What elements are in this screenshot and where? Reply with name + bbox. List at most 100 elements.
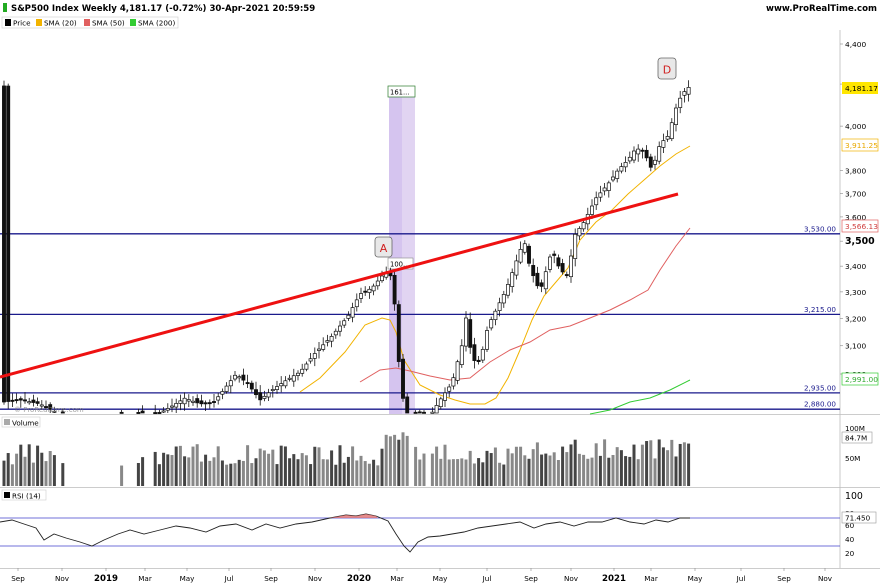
volume-bar [556,460,560,486]
candle [254,381,258,399]
volume-bar [225,464,229,486]
candle [233,370,237,382]
candle [501,290,506,308]
volume-bar [367,463,371,486]
candle [648,153,653,172]
volume-bar [342,462,346,486]
volume-bar [241,460,245,486]
volume-bar [15,453,19,486]
volume-bar [120,465,124,486]
volume-bar [451,459,455,486]
volume-bar [61,463,65,486]
candle [552,250,557,264]
volume-bar [552,452,556,486]
candle [283,376,288,389]
volume-bar [23,456,27,486]
candle [266,388,271,402]
volume-bar [237,459,241,486]
volume-bar [170,455,174,486]
candle [564,271,569,279]
volume-bar [330,450,334,486]
volume-bar [254,458,258,486]
candle [48,402,53,413]
volume-bar [594,443,598,486]
legend-sma200-label: SMA (200) [138,19,175,28]
watermark: © ProRealTime.com [14,406,84,414]
candle [531,258,536,283]
volume-bar [229,463,233,486]
volume-bar [460,458,464,486]
volume-bar [603,439,607,486]
candle [417,409,422,414]
candle [611,170,615,183]
volume-bar [355,460,359,486]
candle [245,374,250,388]
fib-top-label: 161... [390,89,409,97]
time-tick-label: Sep [11,574,25,583]
last-price-badge: 4,181.17 [842,82,878,94]
volume-bar [2,460,6,486]
candle [539,279,544,293]
candle [224,382,229,394]
svg-text:3,566.13: 3,566.13 [845,222,878,231]
candle [430,407,435,414]
chart-title: S&P500 Index Weekly 4,181.17 (-0.72%) 30… [11,4,315,14]
price-tick-label: 3,200 [845,314,866,323]
legend: Price SMA (20) SMA (50) SMA (200) [1,16,179,29]
candle [174,398,179,413]
volume-bar [136,462,140,486]
volume-bar [678,443,682,486]
volume-bar [262,450,266,486]
volume-bar [666,450,670,486]
time-tick-label: Mar [390,574,404,583]
volume-bar [372,459,376,486]
candle [405,393,410,414]
volume-bar [300,453,304,486]
volume-bar [535,442,539,486]
volume-bar [309,464,313,486]
volume-bar [267,453,271,486]
volume-bar [477,458,481,486]
candle [237,374,242,383]
legend-sma20-label: SMA (20) [44,19,77,28]
volume-bar [199,461,203,486]
candle [207,399,212,409]
legend-sma20-swatch [36,19,42,26]
volume-bar [325,459,329,486]
candle [350,302,355,323]
volume-bar [481,462,485,486]
candle [669,118,674,142]
volume-bar [393,434,397,486]
time-tick-label: Mar [138,574,152,583]
candle [182,392,187,411]
sma200-line [589,379,691,415]
volume-bar [510,453,514,486]
volume-bar [216,446,220,486]
candle [60,408,65,414]
candle [161,407,166,413]
volume-bar [582,454,586,486]
volume-bar [141,457,145,486]
level-label: 2,880.00 [804,400,836,409]
volume-bar [183,456,187,486]
candle [375,274,380,290]
rsi-tick-60: 60 [845,521,855,530]
rsi-label: RSI (14) [12,492,41,501]
candle [275,380,279,394]
price-tick-label: 3,800 [845,166,866,175]
volume-bar [674,456,678,486]
volume-bar [598,455,602,486]
candle [455,359,460,385]
volume-bar [153,451,157,486]
volume-bar [577,453,581,486]
volume-bar [548,455,552,486]
moving-averages [299,145,691,415]
volume-bar [640,444,644,486]
volume-bar [565,452,569,486]
candle [543,266,548,294]
volume-bar [540,454,544,486]
svg-text:4,181.17: 4,181.17 [845,84,878,93]
candle [447,383,452,398]
candle [493,308,498,326]
volume-bar [649,440,653,486]
